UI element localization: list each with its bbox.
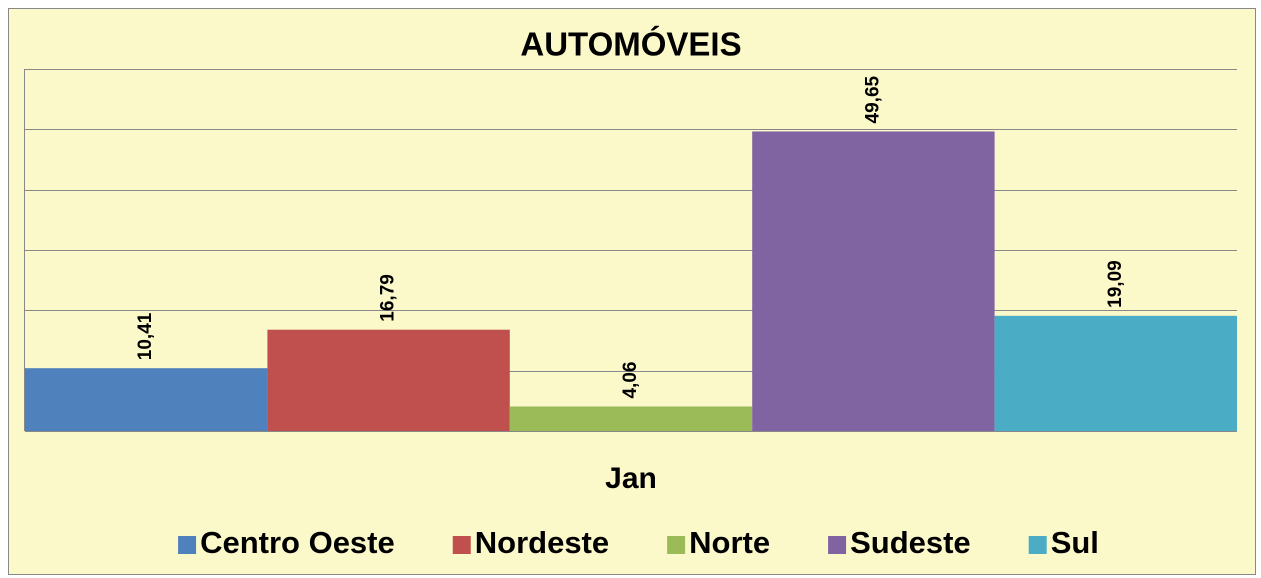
data-label: 16,79 bbox=[378, 274, 399, 322]
x-tick-label: Jan bbox=[605, 462, 657, 495]
legend: Centro Oeste Nordeste Norte Sudeste Sul bbox=[178, 525, 1099, 560]
bar bbox=[267, 329, 510, 431]
legend-swatch bbox=[828, 536, 847, 554]
chart-title: AUTOMÓVEIS bbox=[520, 26, 741, 63]
bar bbox=[752, 131, 995, 431]
bar bbox=[25, 368, 268, 431]
legend-label: Sudeste bbox=[850, 525, 971, 560]
legend-swatch bbox=[452, 536, 471, 554]
legend-swatch bbox=[1028, 536, 1047, 554]
legend-label: Nordeste bbox=[475, 525, 609, 560]
data-label: 49,65 bbox=[862, 75, 883, 123]
legend-swatch bbox=[667, 536, 686, 554]
bar bbox=[994, 315, 1237, 431]
chart-background bbox=[8, 8, 1256, 575]
data-label: 4,06 bbox=[620, 362, 641, 399]
data-label: 10,41 bbox=[135, 312, 156, 360]
data-label: 19,09 bbox=[1105, 260, 1126, 308]
legend-label: Sul bbox=[1051, 525, 1099, 560]
legend-swatch bbox=[178, 536, 197, 554]
legend-label: Norte bbox=[689, 525, 770, 560]
legend-label: Centro Oeste bbox=[200, 525, 395, 560]
bar bbox=[509, 406, 753, 431]
